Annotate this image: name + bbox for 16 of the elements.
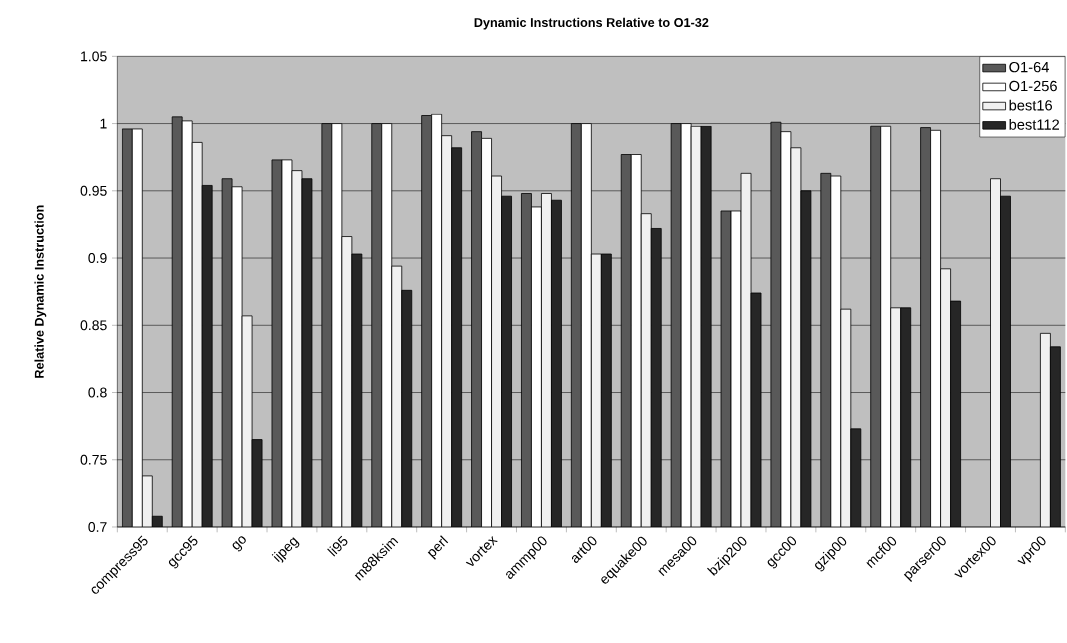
y-tick-label: 1 <box>100 118 107 129</box>
y-tick-label: 0.85 <box>80 320 107 331</box>
chart-title: Dynamic Instructions Relative to O1-32 <box>474 17 709 30</box>
legend-label: best16 <box>1009 99 1053 111</box>
y-tick-label: 0.9 <box>88 253 107 264</box>
y-tick-label: 1.05 <box>81 51 107 62</box>
x-tick-label: li95 <box>327 535 348 557</box>
y-tick-label: 0.7 <box>88 522 107 532</box>
legend-label: best112 <box>1009 119 1059 130</box>
x-tick-label: go <box>232 536 246 552</box>
legend-label: O1-64 <box>1009 61 1049 73</box>
legend-label: O1-256 <box>1009 80 1057 92</box>
y-axis-title: Relative Dynamic Instruction <box>34 205 47 378</box>
y-tick-label: 0.75 <box>80 454 107 465</box>
y-tick-label: 0.8 <box>88 387 107 398</box>
y-tick-label: 0.95 <box>80 185 107 196</box>
